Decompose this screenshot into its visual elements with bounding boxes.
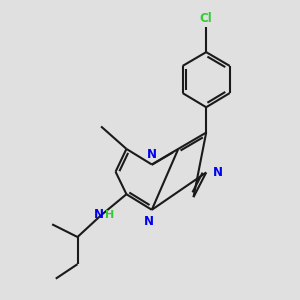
Text: Cl: Cl [200, 12, 213, 25]
Text: N: N [213, 166, 223, 179]
Text: N: N [94, 208, 104, 221]
Text: N: N [144, 215, 154, 228]
Text: H: H [105, 209, 114, 220]
Text: N: N [147, 148, 157, 161]
